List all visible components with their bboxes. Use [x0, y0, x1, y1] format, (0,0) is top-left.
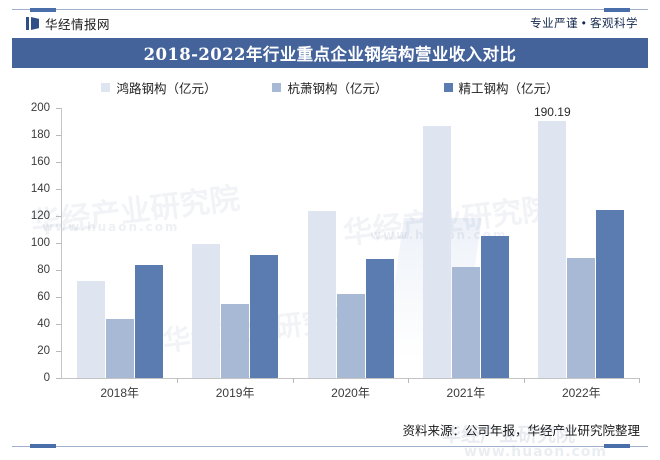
bottom-rule-line	[12, 446, 648, 447]
legend-swatch-icon	[101, 82, 111, 92]
legend-swatch-icon	[272, 82, 282, 92]
y-tick-label: 60	[37, 291, 50, 303]
y-axis-labels: 0 20 40 60 80 100 120 140 160 180 200	[12, 68, 54, 418]
x-axis-ticks	[62, 378, 640, 386]
bottom-rule-cap-right	[604, 444, 630, 448]
x-axis-line	[61, 378, 639, 379]
bar[interactable]	[422, 125, 451, 378]
bar[interactable]	[250, 255, 279, 378]
top-accent-rule	[0, 8, 660, 12]
x-tick-label: 2020年	[331, 386, 370, 400]
legend-label: 精工钢构（亿元）	[458, 81, 559, 96]
bar-group	[422, 108, 509, 378]
bar[interactable]	[451, 267, 480, 378]
x-tick-mark	[292, 378, 294, 383]
y-tick-mark	[56, 135, 61, 136]
bar[interactable]	[336, 294, 365, 378]
bar-series-container	[62, 108, 639, 378]
y-tick-mark	[56, 270, 61, 271]
y-tick-mark	[56, 297, 61, 298]
y-tick-label: 180	[30, 129, 50, 141]
bar[interactable]	[134, 264, 163, 378]
y-tick-mark	[56, 378, 61, 379]
y-axis-line	[61, 108, 62, 379]
top-rule-cap-left	[30, 8, 56, 12]
legend-label: 杭萧钢构（亿元）	[287, 81, 388, 96]
y-tick-label: 200	[30, 102, 50, 114]
y-tick-label: 80	[37, 264, 50, 276]
x-tick-label: 2022年	[561, 386, 601, 400]
x-tick-label: 2021年	[446, 386, 486, 400]
bar-group	[307, 108, 394, 378]
bar[interactable]	[480, 236, 509, 378]
chart-title-band: 2018-2022年行业重点企业钢结构营业收入对比	[12, 38, 648, 68]
brand-logo: 华经情报网	[26, 14, 110, 33]
y-tick-label: 40	[37, 318, 50, 330]
x-tick-label: 2018年	[100, 386, 140, 400]
y-tick-mark	[56, 324, 61, 325]
y-tick-mark	[56, 216, 61, 217]
y-tick-label: 140	[30, 183, 50, 195]
bar[interactable]	[567, 257, 596, 378]
bar[interactable]	[192, 244, 221, 378]
legend-item-1[interactable]: 鸿路钢构（亿元）	[101, 78, 216, 97]
legend-label: 鸿路钢构（亿元）	[116, 81, 217, 96]
chart-legend[interactable]: 鸿路钢构（亿元） 杭萧钢构（亿元） 精工钢构（亿元）	[12, 76, 648, 98]
y-tick-mark	[56, 189, 61, 190]
legend-item-3[interactable]: 精工钢构（亿元）	[443, 78, 559, 97]
x-tick-mark	[523, 378, 525, 383]
x-tick-label: 2019年	[215, 386, 255, 400]
bar-group	[76, 108, 163, 378]
bar-group	[538, 108, 625, 378]
bar[interactable]	[365, 259, 394, 378]
bar[interactable]	[76, 281, 105, 378]
chart-area: 华经产业研究院 华经产业研究院 华经产业研究院 华经产业研究院 www.huao…	[12, 68, 648, 460]
source-note: 资料来源：公司年报，华经产业研究院整理	[402, 424, 640, 438]
x-tick-mark	[639, 378, 640, 383]
y-tick-label: 0	[43, 372, 50, 384]
plot-area: 0 20 40 60 80 100 120 140 160 180 200 2018年 2019年 20…	[12, 68, 648, 418]
page-title: 2018-2022年行业重点企业钢结构营业收入对比	[143, 45, 517, 64]
legend-item-2[interactable]: 杭萧钢构（亿元）	[272, 78, 388, 97]
brand-tagline: 专业严谨 • 客观科学	[530, 18, 638, 30]
x-tick-mark	[408, 378, 410, 383]
bar-data-label: 190.19	[533, 105, 571, 120]
x-axis-labels: 2018年 2019年 2020年 2021年 2022年	[62, 384, 639, 404]
brand-name: 华经情报网	[45, 18, 111, 32]
flag-mark-icon	[26, 17, 39, 30]
bottom-rule-cap-left	[30, 444, 56, 448]
y-tick-mark	[56, 108, 61, 109]
y-tick-label: 160	[30, 156, 50, 168]
x-tick-mark	[177, 378, 179, 383]
top-rule-cap-right	[604, 8, 630, 12]
bar-group	[192, 108, 279, 378]
y-tick-mark	[56, 351, 61, 352]
bar[interactable]	[307, 210, 336, 378]
y-tick-mark	[56, 162, 61, 163]
y-tick-mark	[56, 243, 61, 244]
legend-swatch-icon	[443, 82, 453, 92]
bar[interactable]	[596, 209, 625, 378]
bar[interactable]	[105, 319, 134, 378]
y-tick-label: 120	[30, 210, 50, 222]
brand-header: 华经情报网 专业严谨 • 客观科学	[12, 14, 648, 36]
top-rule-line	[12, 9, 648, 10]
y-tick-label: 20	[37, 345, 50, 357]
bar[interactable]	[221, 303, 250, 378]
bar[interactable]	[538, 121, 567, 378]
y-tick-label: 100	[30, 237, 50, 249]
